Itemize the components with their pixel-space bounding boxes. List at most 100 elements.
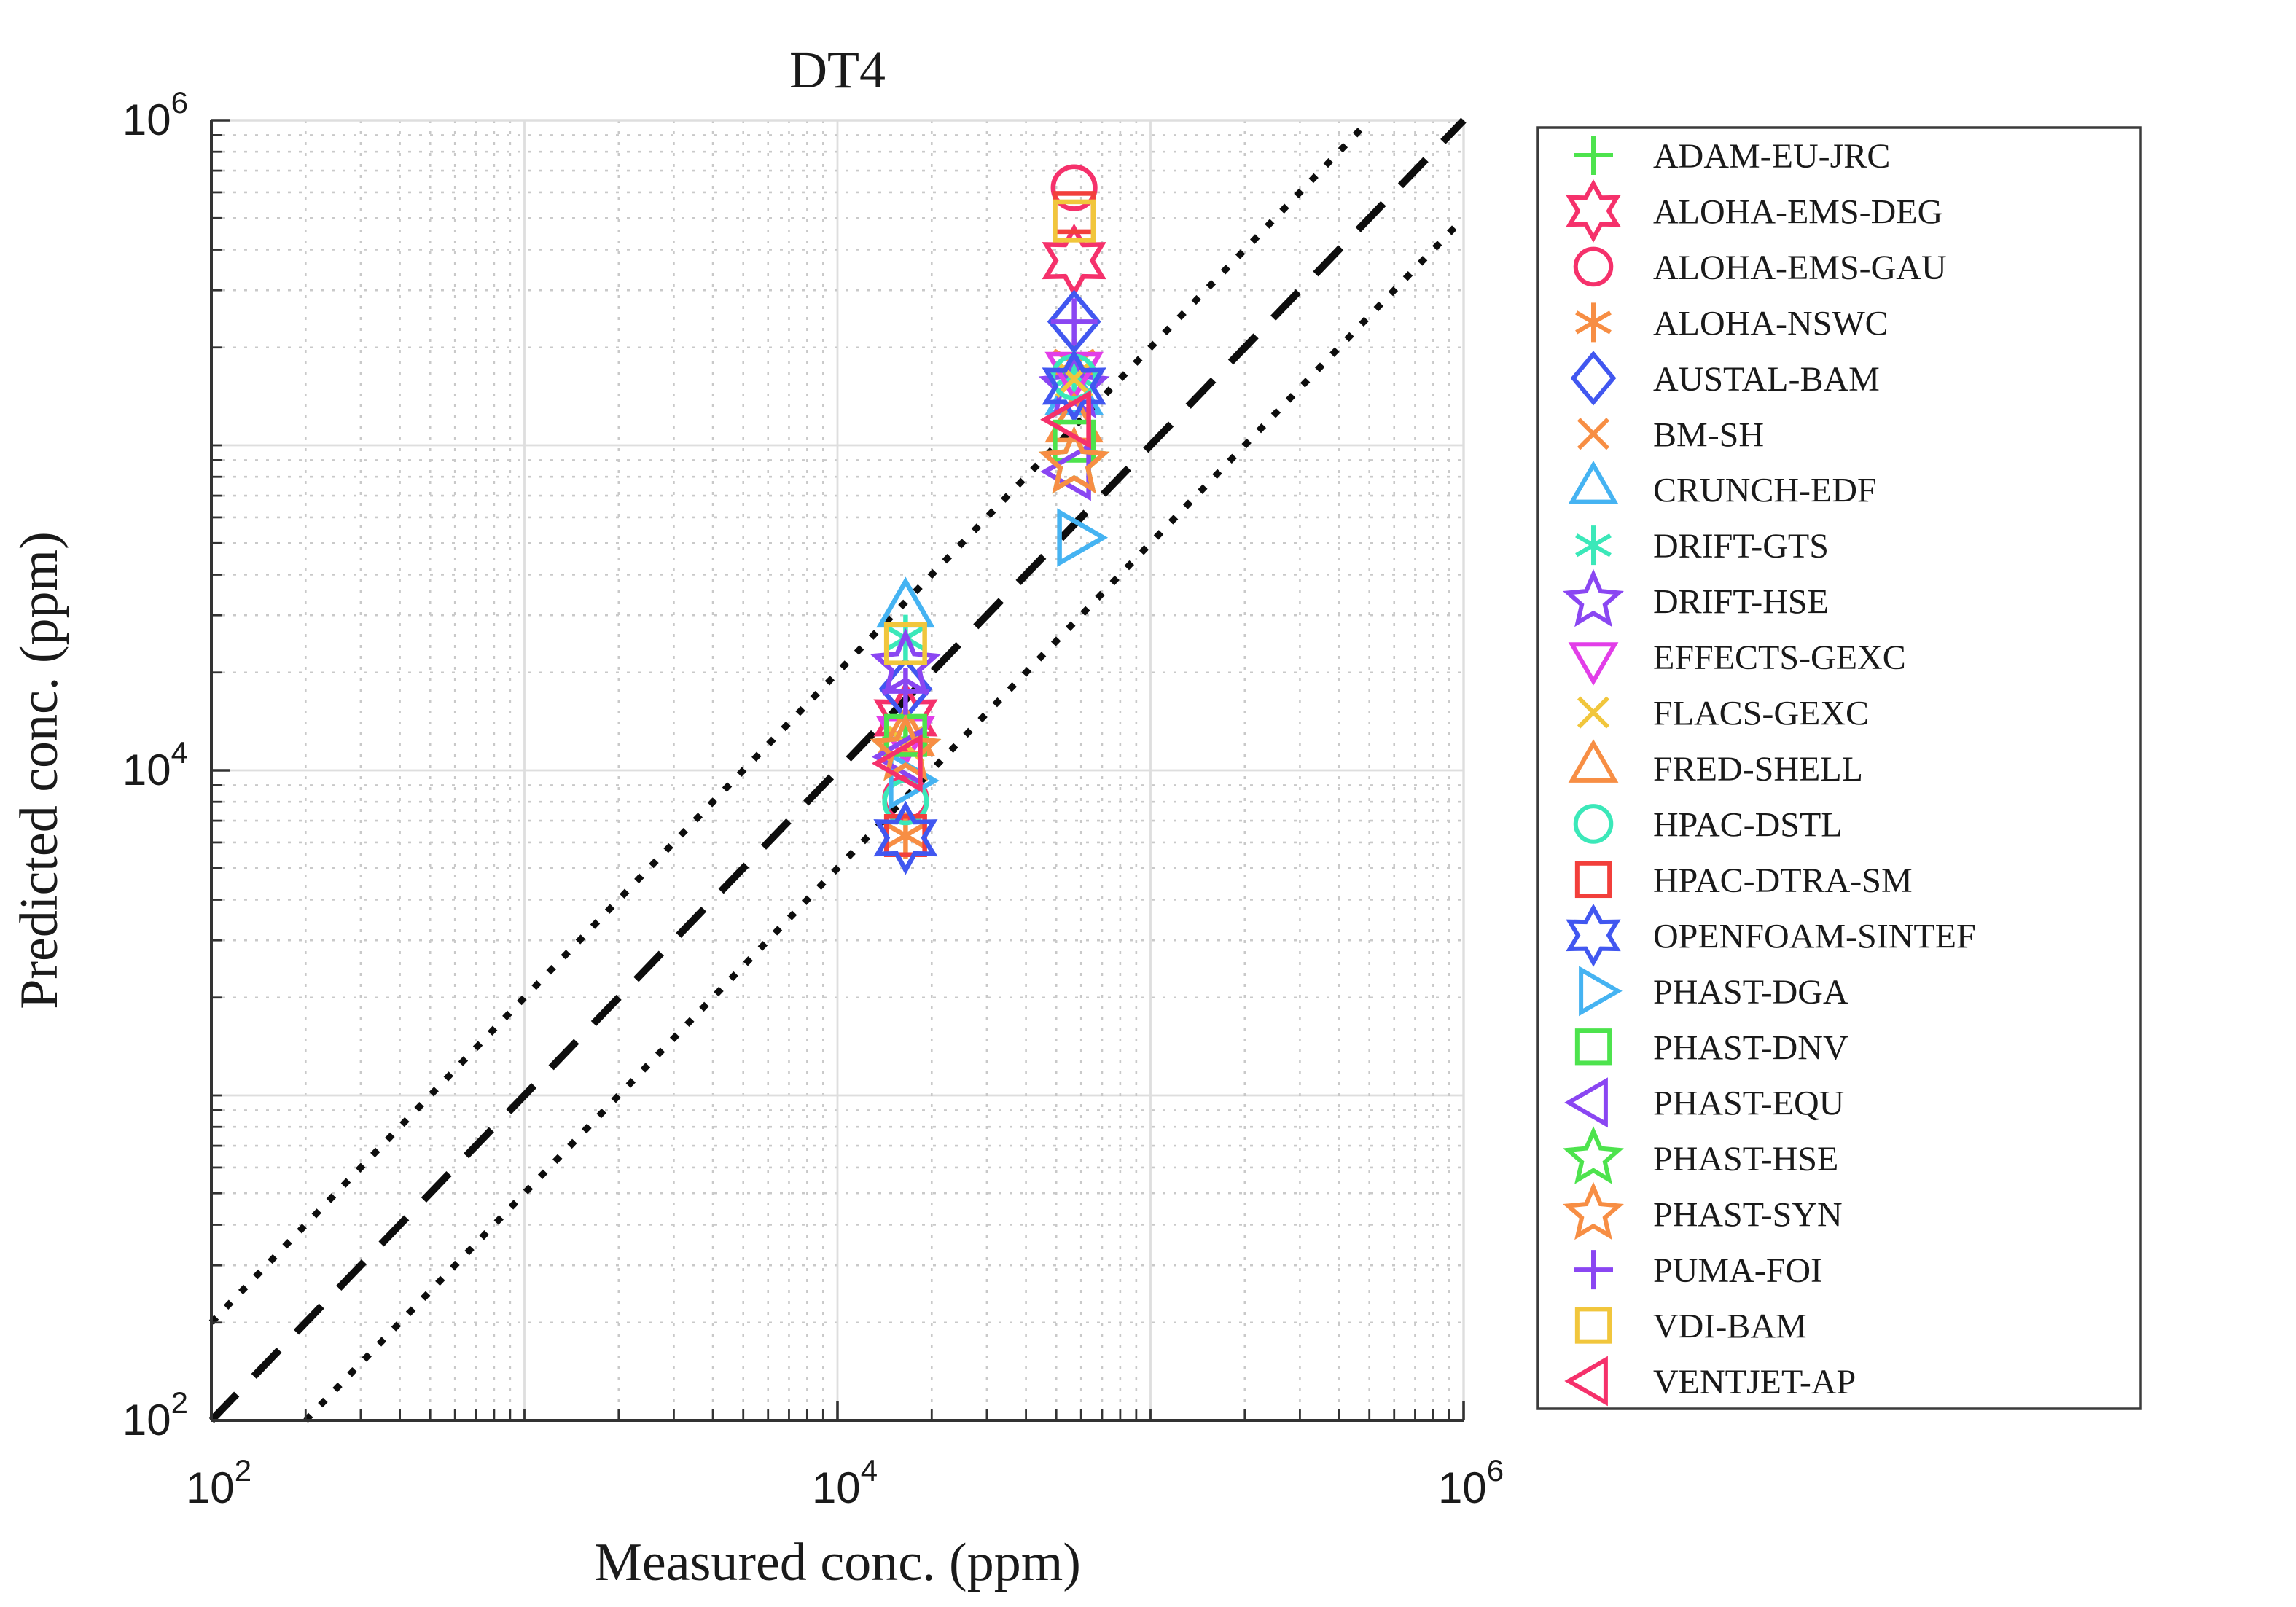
reference-line-identity-1-to-1 <box>208 117 1467 1423</box>
legend-item-FRED-SHELL: FRED-SHELL <box>1568 739 1863 789</box>
star-marker-icon <box>1038 426 1110 494</box>
legend-item-VDI-BAM: VDI-BAM <box>1574 1307 1807 1346</box>
legend-label: HPAC-DSTL <box>1653 805 1843 844</box>
legend-item-DRIFT-HSE: DRIFT-HSE <box>1563 568 1829 627</box>
legend-label: DRIFT-HSE <box>1653 583 1829 622</box>
triangle-right-marker-icon <box>1057 508 1109 567</box>
asterisk-marker-icon <box>884 812 927 859</box>
legend-marker-x-icon <box>1577 418 1610 450</box>
legend-item-ALOHA-EMS-GAU: ALOHA-EMS-GAU <box>1573 246 1947 287</box>
legend-item-FLACS-GEXC: FLACS-GEXC <box>1577 695 1869 733</box>
legend-label: OPENFOAM-SINTEF <box>1653 917 1976 955</box>
square-marker-icon <box>883 622 927 665</box>
legend-item-VENTJET-AP: VENTJET-AP <box>1564 1356 1856 1407</box>
x-axis-label: Measured conc. (ppm) <box>594 1533 1081 1592</box>
series-PHAST-SYN <box>870 426 1110 781</box>
reference-line-factor-2-upper <box>208 117 1372 1325</box>
legend-marker-star-icon <box>1563 1126 1624 1184</box>
hexagram-marker-icon <box>1042 348 1106 423</box>
legend-item-ALOHA-NSWC: ALOHA-NSWC <box>1575 302 1889 343</box>
series-OPENFOAM-SINTEF <box>873 348 1106 875</box>
y-tick-label-10e4: 104 <box>122 735 188 794</box>
x-tick-label-10e6: 106 <box>1438 1453 1504 1512</box>
series-VENTJET-AP <box>871 390 1091 793</box>
legend-marker-star-icon <box>1563 1181 1624 1240</box>
y-tick-label-10e6: 106 <box>122 85 188 144</box>
legend-item-HPAC-DTRA-SM: HPAC-DTRA-SM <box>1574 861 1913 900</box>
legend-label: PHAST-DGA <box>1653 973 1848 1012</box>
legend-label: PHAST-DNV <box>1653 1028 1848 1067</box>
reference-lines <box>208 117 1467 1423</box>
legend-marker-star-icon <box>1563 568 1624 627</box>
legend-box <box>1536 126 2142 1410</box>
legend-marker-circle-icon <box>1573 246 1614 287</box>
legend-label: FLACS-GEXC <box>1653 695 1869 733</box>
legend-label: EFFECTS-GEXC <box>1653 638 1906 677</box>
legend-item-PHAST-EQU: PHAST-EQU <box>1564 1077 1844 1128</box>
legend-item-DRIFT-GTS: DRIFT-GTS <box>1575 525 1829 566</box>
legend-marker-triangle-up-icon <box>1568 739 1619 783</box>
legend-item-ALOHA-EMS-DEG: ALOHA-EMS-DEG <box>1566 179 1942 243</box>
legend-item-AUSTAL-BAM: AUSTAL-BAM <box>1570 351 1880 406</box>
legend-label: PHAST-SYN <box>1653 1196 1843 1235</box>
plus-marker-icon <box>882 668 929 715</box>
square-marker-icon <box>1053 199 1096 243</box>
legend-label: ADAM-EU-JRC <box>1653 137 1890 176</box>
legend-marker-square-icon <box>1574 1028 1612 1066</box>
hexagram-marker-icon <box>873 681 938 755</box>
legend-label: HPAC-DTRA-SM <box>1653 861 1913 900</box>
data-points <box>870 164 1110 875</box>
y-axis-label: Predicted conc. (ppm) <box>9 531 69 1009</box>
legend-label: ALOHA-NSWC <box>1653 304 1889 343</box>
triangle-left-marker-icon <box>871 734 923 793</box>
legend-label: VENTJET-AP <box>1653 1363 1856 1401</box>
x-tick-label-10e4: 104 <box>812 1453 878 1512</box>
square-marker-icon <box>1053 419 1096 463</box>
legend-marker-triangle-up-icon <box>1568 460 1619 504</box>
legend-item-PHAST-DNV: PHAST-DNV <box>1574 1028 1848 1067</box>
legend-marker-triangle-right-icon <box>1579 966 1623 1017</box>
y-tick-label-10e2: 102 <box>122 1385 188 1444</box>
legend-label: PUMA-FOI <box>1653 1251 1822 1290</box>
legend-marker-plus-icon <box>1574 136 1613 175</box>
x-tick-label-10e2: 102 <box>186 1453 251 1512</box>
legend-marker-triangle-left-icon <box>1564 1356 1608 1407</box>
legend-marker-plus-icon <box>1574 1250 1613 1290</box>
plus-marker-icon <box>1050 298 1098 345</box>
series-ALOHA-EMS-GAU <box>882 164 1098 822</box>
legend-marker-triangle-down-icon <box>1568 642 1619 686</box>
legend-marker-square-icon <box>1574 1307 1612 1344</box>
legend-label: VDI-BAM <box>1653 1307 1807 1346</box>
legend-marker-asterisk-icon <box>1575 302 1612 343</box>
legend-label: ALOHA-EMS-GAU <box>1653 249 1947 287</box>
legend-item-CRUNCH-EDF: CRUNCH-EDF <box>1568 460 1877 510</box>
legend-item-PHAST-DGA: PHAST-DGA <box>1579 966 1848 1017</box>
legend-label: BM-SH <box>1653 415 1764 454</box>
legend-item-PUMA-FOI: PUMA-FOI <box>1574 1250 1822 1290</box>
legend-label: DRIFT-GTS <box>1653 527 1829 566</box>
legend-label: PHAST-EQU <box>1653 1084 1844 1123</box>
legend-item-OPENFOAM-SINTEF: OPENFOAM-SINTEF <box>1566 903 1976 967</box>
legend-label: PHAST-HSE <box>1653 1140 1838 1178</box>
legend-marker-circle-icon <box>1573 804 1614 844</box>
x-marker-icon <box>1055 359 1093 398</box>
legend-item-PHAST-HSE: PHAST-HSE <box>1563 1126 1838 1184</box>
series-VDI-BAM <box>883 199 1096 665</box>
series-PUMA-FOI <box>882 298 1098 715</box>
grid <box>211 119 1465 1420</box>
legend-marker-hexagram-icon <box>1566 903 1621 967</box>
star-marker-icon <box>870 713 942 781</box>
chart-title: DT4 <box>789 41 886 99</box>
legend: ADAM-EU-JRC ALOHA-EMS-DEG ALOHA-EMS-GAU ALO… <box>1536 126 2142 1410</box>
legend-label: ALOHA-EMS-DEG <box>1653 192 1942 231</box>
legend-item-ADAM-EU-JRC: ADAM-EU-JRC <box>1574 136 1890 176</box>
triangle-left-marker-icon <box>1040 390 1091 449</box>
legend-marker-square-icon <box>1574 861 1612 899</box>
legend-item-PHAST-SYN: PHAST-SYN <box>1563 1181 1843 1240</box>
hexagram-marker-icon <box>873 800 938 875</box>
circle-marker-icon <box>1050 164 1098 211</box>
tick-labels: 102 104 106 102 104 106 <box>122 85 1504 1512</box>
legend-label: CRUNCH-EDF <box>1653 472 1877 510</box>
